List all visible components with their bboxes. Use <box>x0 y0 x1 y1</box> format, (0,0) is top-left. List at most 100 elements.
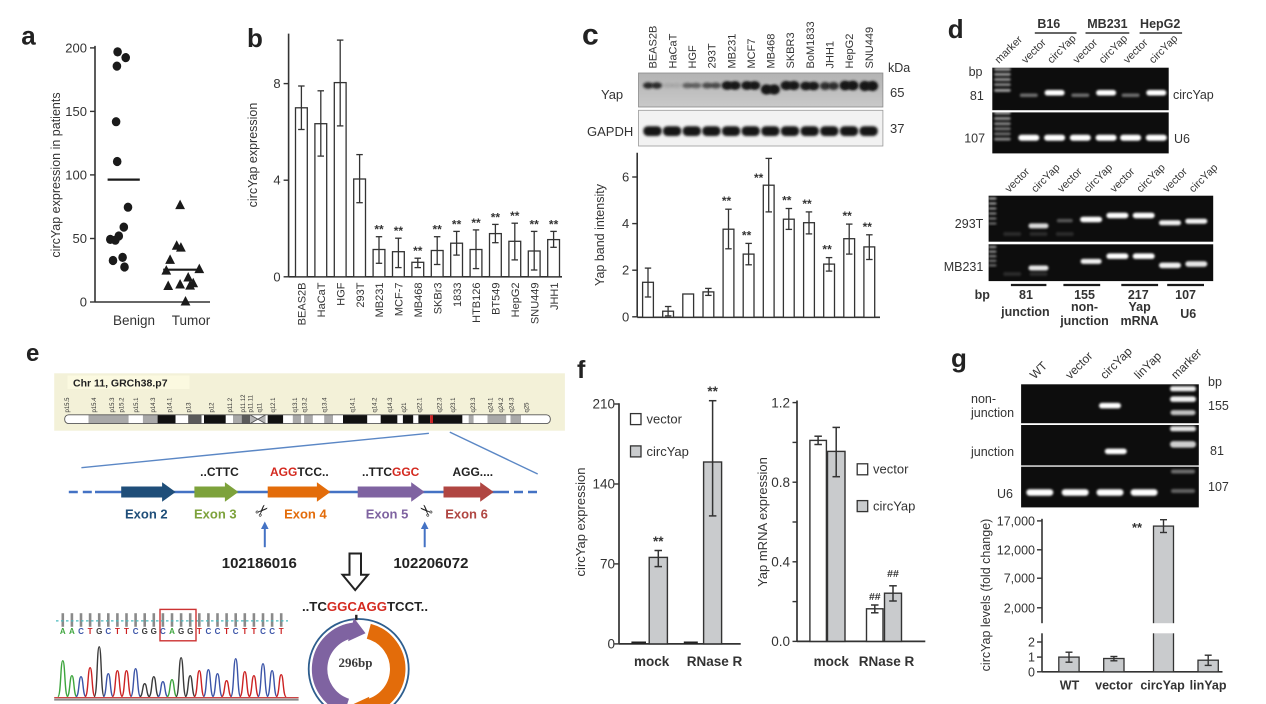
svg-text:MB231: MB231 <box>944 260 984 274</box>
svg-text:293T: 293T <box>355 282 367 307</box>
svg-text:WT: WT <box>1060 679 1080 693</box>
svg-text:**: ** <box>394 224 404 238</box>
svg-text:circYap expression: circYap expression <box>573 468 588 577</box>
svg-text:c: c <box>582 19 599 52</box>
svg-text:217: 217 <box>1128 288 1149 302</box>
svg-text:MCF7: MCF7 <box>746 39 758 69</box>
svg-text:linYap: linYap <box>1190 679 1227 693</box>
svg-text:2: 2 <box>1028 636 1035 650</box>
svg-text:B16: B16 <box>1037 17 1060 31</box>
svg-text:0: 0 <box>1028 665 1035 679</box>
svg-text:6: 6 <box>622 170 629 185</box>
svg-text:junction: junction <box>1059 314 1109 328</box>
svg-text:Exon 6: Exon 6 <box>445 507 488 522</box>
svg-text:SKBr3: SKBr3 <box>432 283 444 315</box>
svg-text:q23.1: q23.1 <box>451 397 457 413</box>
svg-text:Benign: Benign <box>113 313 155 328</box>
svg-text:G: G <box>151 627 157 636</box>
svg-text:SNU449: SNU449 <box>864 27 876 69</box>
svg-text:C: C <box>260 627 266 636</box>
svg-text:C: C <box>105 627 111 636</box>
svg-text:**: ** <box>754 171 764 185</box>
svg-text:A: A <box>69 627 75 636</box>
svg-text:102186016: 102186016 <box>222 555 297 572</box>
svg-text:U6: U6 <box>1174 132 1190 146</box>
svg-text:p13: p13 <box>186 402 192 413</box>
svg-text:SNU449: SNU449 <box>529 283 541 325</box>
svg-text:q23.3: q23.3 <box>471 397 477 413</box>
svg-text:junction: junction <box>970 406 1014 420</box>
svg-text:12,000: 12,000 <box>997 543 1035 557</box>
svg-text:MB231: MB231 <box>1087 17 1127 31</box>
svg-text:**: ** <box>843 209 853 223</box>
svg-text:A: A <box>169 627 175 636</box>
svg-text:1: 1 <box>1028 651 1035 665</box>
svg-text:p15.3: p15.3 <box>110 397 116 413</box>
svg-text:2,000: 2,000 <box>1004 601 1035 615</box>
svg-text:293T: 293T <box>707 43 719 68</box>
svg-text:**: ** <box>782 194 792 208</box>
svg-text:0.4: 0.4 <box>771 555 790 570</box>
svg-text:102206072: 102206072 <box>393 555 468 572</box>
svg-text:107: 107 <box>1208 480 1229 494</box>
svg-text:293T: 293T <box>955 217 984 231</box>
svg-text:7,000: 7,000 <box>1004 572 1035 586</box>
svg-text:HaCaT: HaCaT <box>316 282 328 317</box>
svg-text:81: 81 <box>970 89 984 103</box>
svg-text:q22.1: q22.1 <box>418 397 424 413</box>
svg-text:107: 107 <box>1175 288 1196 302</box>
svg-text:T: T <box>197 627 202 636</box>
svg-text:8: 8 <box>273 76 280 91</box>
svg-text:p11.11: p11.11 <box>248 394 254 412</box>
svg-text:q12.1: q12.1 <box>271 397 277 413</box>
svg-text:d: d <box>948 14 964 44</box>
svg-text:AGGTCC..: AGGTCC.. <box>270 465 329 479</box>
svg-text:37: 37 <box>890 121 904 136</box>
svg-text:SKBR3: SKBR3 <box>785 32 797 68</box>
svg-text:Yap: Yap <box>1128 300 1151 314</box>
svg-text:C: C <box>269 627 275 636</box>
svg-text:0: 0 <box>273 269 280 284</box>
svg-text:p14.1: p14.1 <box>168 397 174 413</box>
svg-text:q13.2: q13.2 <box>303 397 309 413</box>
svg-text:q21: q21 <box>402 402 408 413</box>
svg-text:MB231: MB231 <box>726 34 738 69</box>
svg-text:q13.4: q13.4 <box>322 397 328 413</box>
svg-text:107: 107 <box>964 132 985 146</box>
svg-text:HGF: HGF <box>335 282 347 306</box>
svg-text:bp: bp <box>975 288 991 302</box>
svg-text:mRNA: mRNA <box>1120 314 1158 328</box>
svg-text:C: C <box>160 627 166 636</box>
svg-text:bp: bp <box>1208 375 1222 389</box>
svg-text:155: 155 <box>1208 399 1229 413</box>
svg-text:G: G <box>187 627 193 636</box>
svg-text:100: 100 <box>65 167 87 182</box>
svg-text:p11.12: p11.12 <box>241 394 247 413</box>
svg-text:circYap: circYap <box>1173 88 1214 102</box>
svg-text:RNase R: RNase R <box>687 654 743 669</box>
svg-text:A: A <box>60 627 66 636</box>
svg-text:Yap mRNA expression: Yap mRNA expression <box>755 457 770 587</box>
svg-text:BEAS2B: BEAS2B <box>648 26 660 69</box>
svg-text:##: ## <box>869 591 881 603</box>
svg-text:BEAS2B: BEAS2B <box>297 283 309 326</box>
svg-text:..TCGGCAGGTCCT..: ..TCGGCAGGTCCT.. <box>302 599 428 614</box>
svg-text:p15.1: p15.1 <box>134 397 140 413</box>
svg-text:U6: U6 <box>997 487 1013 501</box>
svg-text:155: 155 <box>1074 288 1095 302</box>
svg-text:HepG2: HepG2 <box>510 283 522 318</box>
svg-text:b: b <box>247 23 263 53</box>
svg-text:17,000: 17,000 <box>997 514 1035 528</box>
svg-text:Yap: Yap <box>601 87 623 102</box>
svg-text:p15.2: p15.2 <box>119 397 125 413</box>
svg-text:U6: U6 <box>1180 307 1196 321</box>
svg-text:0.8: 0.8 <box>771 475 790 490</box>
svg-text:AGG....: AGG.... <box>452 465 493 479</box>
svg-text:1833: 1833 <box>452 283 464 307</box>
svg-text:G: G <box>178 627 184 636</box>
svg-text:140: 140 <box>592 477 615 492</box>
svg-text:HTB126: HTB126 <box>471 283 483 323</box>
svg-text:kDa: kDa <box>888 61 910 75</box>
svg-text:MB231: MB231 <box>374 283 386 318</box>
svg-text:T: T <box>224 627 229 636</box>
